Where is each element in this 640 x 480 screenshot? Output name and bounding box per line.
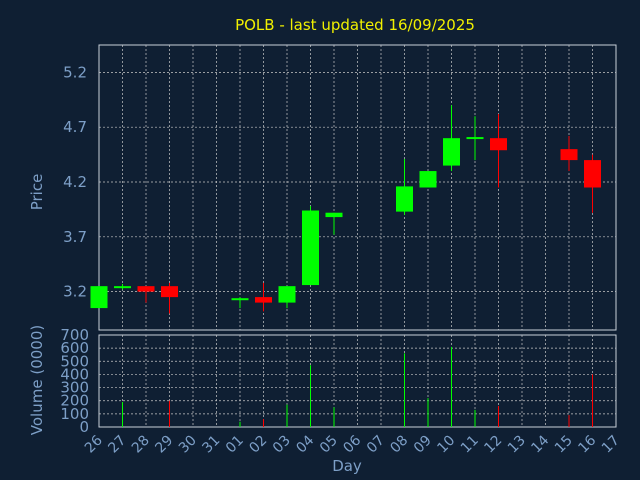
x-tick-label: 29 — [152, 433, 176, 457]
x-tick-label: 12 — [481, 433, 505, 457]
volume-axis-label: Volume (0000) — [28, 325, 46, 435]
x-tick-label: 07 — [364, 433, 388, 457]
candle-body — [114, 286, 131, 289]
x-tick-label: 11 — [458, 433, 482, 457]
candle-body — [161, 286, 178, 298]
candle-body — [302, 210, 319, 286]
x-axis-label: Day — [332, 457, 362, 475]
candle-body — [490, 138, 507, 151]
x-tick-label: 13 — [505, 433, 529, 457]
x-tick-label: 10 — [434, 433, 458, 457]
price-panel: 3.2 3.7 4.2 4.7 5.2 — [63, 44, 617, 331]
candle-body — [90, 286, 108, 309]
price-tick-label: 4.7 — [63, 118, 87, 136]
candle-body — [278, 286, 296, 303]
volume-tick-label: 200 — [60, 392, 89, 410]
x-tick-label: 30 — [176, 433, 200, 457]
x-tick-label: 28 — [129, 433, 153, 457]
x-tick-label: 15 — [552, 433, 576, 457]
price-tick-label: 3.7 — [63, 228, 87, 246]
x-tick-label: 03 — [270, 433, 294, 457]
price-tick-label: 4.2 — [63, 173, 87, 191]
x-tick-label: 14 — [528, 432, 552, 456]
x-tick-label: 09 — [411, 433, 435, 457]
candle-body — [255, 297, 272, 303]
candle-body — [419, 171, 437, 188]
x-tick-label: 06 — [340, 432, 364, 456]
candle-body — [325, 212, 343, 218]
volume-frame — [98, 334, 617, 428]
volume-tick-label: 700 — [60, 326, 89, 344]
candle-body — [584, 160, 601, 188]
x-tick-label: 26 — [82, 432, 106, 456]
volume-tick-label: 600 — [60, 339, 89, 357]
x-tick-label: 17 — [599, 433, 623, 457]
candle-body — [443, 138, 460, 166]
x-tick-label: 27 — [105, 433, 129, 457]
x-tick-label: 16 — [575, 432, 599, 456]
price-axis-label: Price — [28, 174, 46, 211]
x-tick-label: 08 — [387, 433, 411, 457]
price-tick-label: 5.2 — [63, 63, 87, 81]
candle-body — [560, 149, 578, 161]
x-tick-label: 05 — [317, 433, 341, 457]
volume-tick-label: 0 — [79, 418, 89, 436]
candle-body — [231, 298, 249, 301]
x-tick-label: 01 — [223, 433, 247, 457]
candle-body — [396, 186, 413, 212]
x-tick-label: 02 — [246, 433, 270, 457]
x-tick-label: 31 — [199, 433, 223, 457]
volume-tick-label: 400 — [60, 365, 89, 383]
volume-tick-label: 300 — [60, 379, 89, 397]
volume-tick-label: 100 — [60, 405, 89, 423]
chart-title: POLB - last updated 16/09/2025 — [235, 16, 475, 34]
candle-body — [137, 286, 155, 292]
volume-tick-label: 500 — [60, 352, 89, 370]
price-tick-label: 3.2 — [63, 283, 87, 301]
price-frame — [98, 44, 617, 331]
x-tick-label: 04 — [293, 432, 317, 456]
candle-body — [466, 137, 484, 140]
